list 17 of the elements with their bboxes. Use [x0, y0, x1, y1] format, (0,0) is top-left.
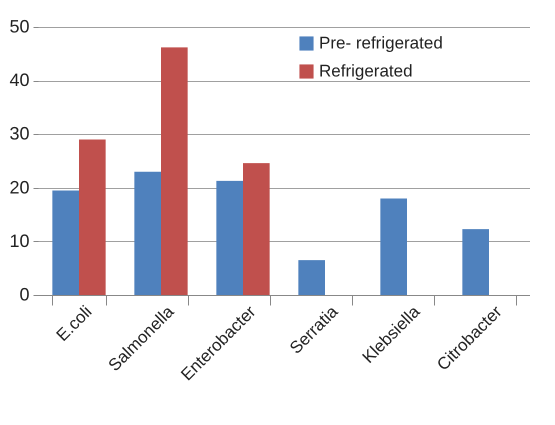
bar — [462, 229, 489, 295]
y-tick-label: 10 — [9, 230, 30, 251]
bar — [216, 180, 243, 295]
legend-label: Refrigerated — [319, 62, 413, 80]
bar — [52, 190, 79, 295]
legend-label: Pre- refrigerated — [319, 34, 443, 52]
y-tick-label: 40 — [9, 70, 30, 90]
y-tick-label: 30 — [9, 124, 30, 144]
bar — [134, 172, 161, 295]
y-tick-label: 50 — [9, 16, 30, 36]
bar — [79, 140, 106, 295]
bar — [298, 260, 325, 295]
y-tick-label: 0 — [19, 284, 30, 304]
bar — [161, 47, 188, 295]
bar — [380, 198, 407, 295]
y-tick-label: 20 — [9, 177, 30, 198]
bar — [243, 163, 270, 295]
